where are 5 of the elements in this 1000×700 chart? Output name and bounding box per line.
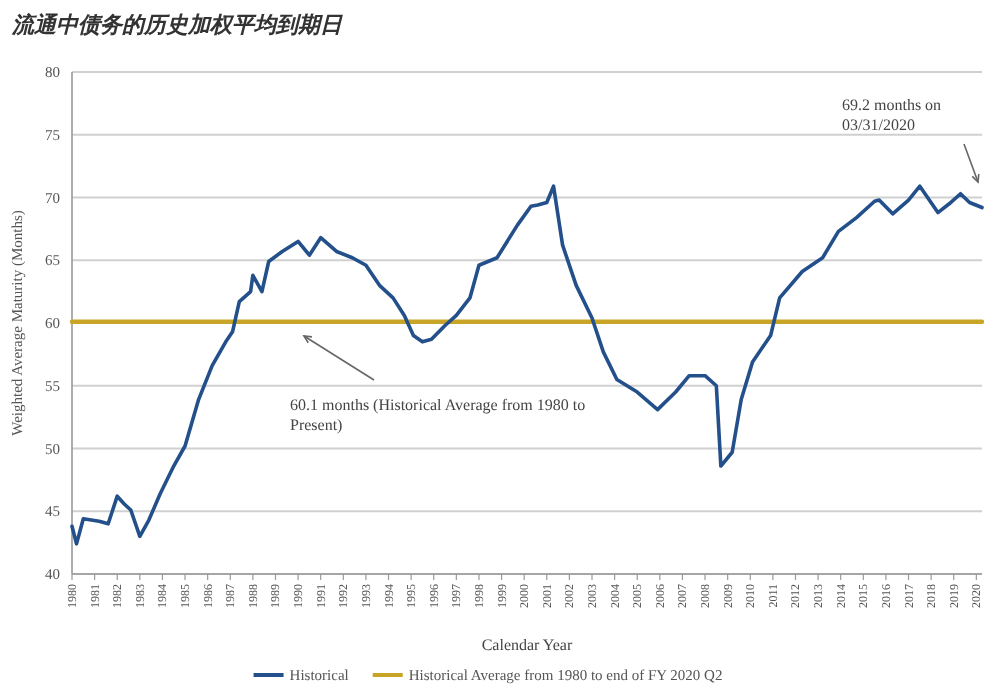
annotation: 69.2 months on 03/31/2020 [842,96,942,134]
line-series [70,184,984,546]
annotation: 60.1 months (Historical Average from 1980 to Present) [290,396,586,434]
chart-title: 流通中债务的历史加权平均到期日 [10,12,344,38]
x-axis-title: Calendar Year [481,636,573,654]
